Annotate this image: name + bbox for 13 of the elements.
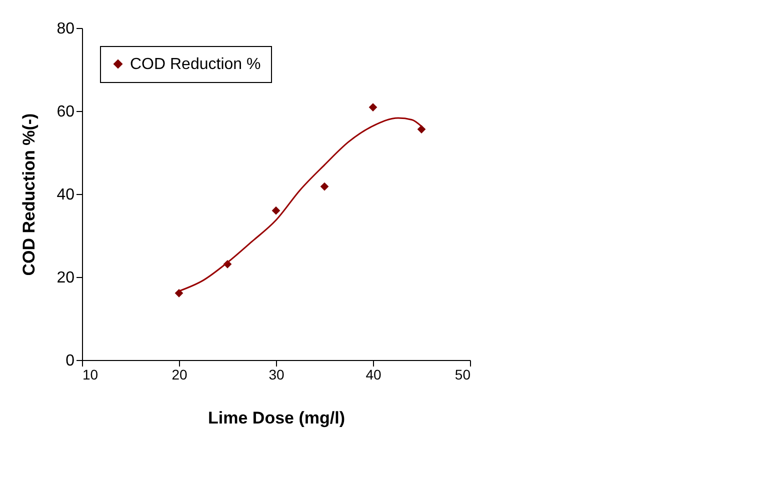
legend-label: COD Reduction % — [130, 56, 261, 73]
y-tick-label: 20 — [56, 270, 75, 286]
y-tick-label: 0 — [66, 352, 75, 370]
y-tick-label: 40 — [56, 186, 75, 204]
x-axis-title: Lime Dose (mg/l) — [208, 408, 345, 428]
x-tick-label: 40 — [366, 366, 382, 382]
x-tick-label: 30 — [268, 366, 284, 382]
x-tick-label: 10 — [82, 366, 98, 382]
y-tick-label: 80 — [56, 20, 75, 38]
x-tick-label: 20 — [172, 366, 188, 382]
y-axis-title: COD Reduction %(-) — [20, 113, 39, 276]
x-tick-label: 50 — [454, 366, 471, 382]
y-tick-label: 60 — [56, 104, 75, 120]
